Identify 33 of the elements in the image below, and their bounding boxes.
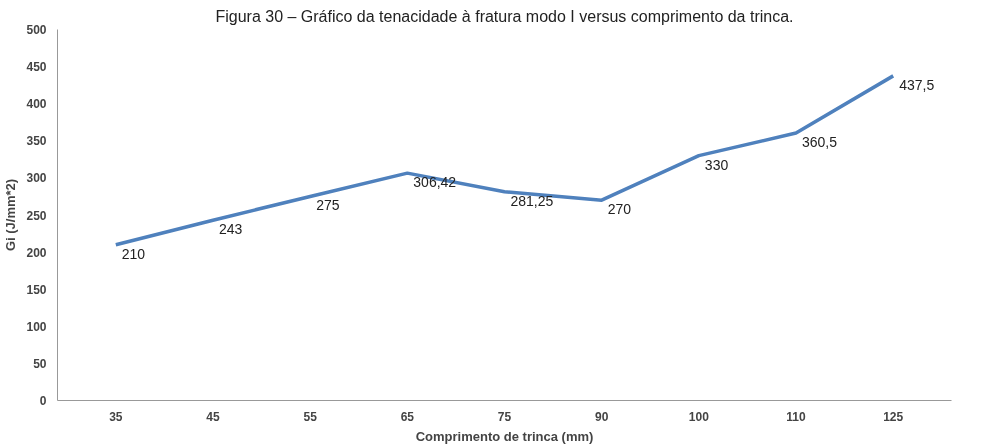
x-tick-label: 110 [786, 409, 807, 424]
x-tick-label: 35 [109, 409, 123, 424]
y-axis-title: Gi (J/mm*2) [3, 178, 19, 252]
y-tick-label: 250 [26, 208, 47, 223]
chart-title: Figura 30 – Gráfico da tenacidade à fratura modo I versus comprimento da trinca. [215, 7, 794, 25]
x-tick-label: 65 [400, 409, 415, 424]
data-label: 270 [607, 201, 632, 218]
y-tick-label: 0 [39, 394, 47, 408]
data-label: 330 [704, 156, 729, 173]
y-tick-label: 450 [26, 60, 47, 75]
x-tick-label: 90 [595, 409, 609, 424]
x-tick-label: 125 [883, 409, 904, 424]
y-tick-label: 500 [26, 23, 47, 37]
x-axis-title: Comprimento de trinca (mm) [415, 428, 594, 444]
y-tick-label: 400 [26, 97, 47, 112]
y-tick-label: 300 [26, 171, 47, 186]
y-tick-label: 200 [26, 245, 47, 260]
line-series [114, 74, 895, 247]
data-label: 275 [316, 197, 340, 214]
data-label: 210 [121, 245, 146, 262]
data-label: 360,5 [802, 134, 838, 151]
x-tick-label: 55 [303, 409, 318, 424]
data-label: 243 [218, 221, 243, 238]
data-label: 281,25 [510, 192, 554, 209]
y-tick-label: 100 [26, 319, 47, 334]
x-tick-label: 100 [688, 409, 710, 424]
x-tick-label: 45 [206, 409, 220, 424]
data-label: 306,42 [413, 174, 457, 191]
y-tick-label: 50 [33, 356, 47, 371]
x-tick-label: 75 [497, 409, 512, 424]
data-label: 437,5 [899, 76, 935, 93]
y-tick-label: 150 [26, 282, 47, 297]
y-tick-label: 350 [26, 134, 47, 149]
